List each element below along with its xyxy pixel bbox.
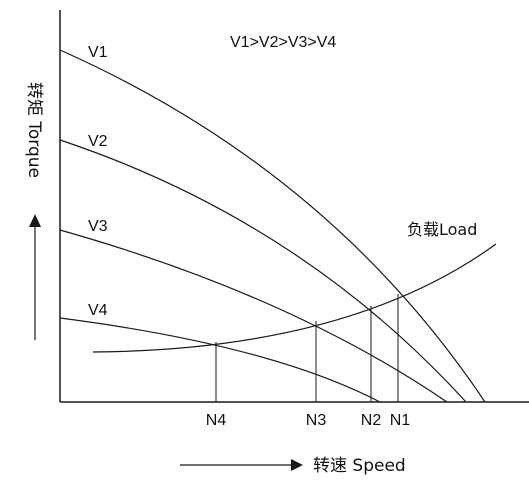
speed-label-n4: N4 (206, 412, 227, 429)
speed-arrow-head (291, 459, 303, 471)
speed-axis-label: 转速 Speed (313, 456, 406, 476)
speed-label-n3: N3 (306, 412, 327, 429)
speed-label-n1: N1 (390, 412, 411, 429)
load-label: 负载Load (407, 220, 477, 239)
curve-v4 (59, 317, 381, 403)
torque-arrow-head (29, 214, 41, 227)
curve-v1 (59, 49, 486, 403)
curve-label-v3: V3 (88, 218, 108, 235)
curve-label-v1: V1 (88, 44, 108, 61)
curve-label-v2: V2 (88, 133, 108, 150)
curve-v2 (59, 139, 467, 403)
load-curve (92, 243, 497, 353)
torque-axis-label: 转矩 Torque (24, 82, 44, 178)
relation-note: V1>V2>V3>V4 (230, 34, 336, 51)
curve-label-v4: V4 (88, 302, 108, 319)
speed-label-n2: N2 (361, 412, 382, 429)
curve-v3 (59, 229, 448, 403)
